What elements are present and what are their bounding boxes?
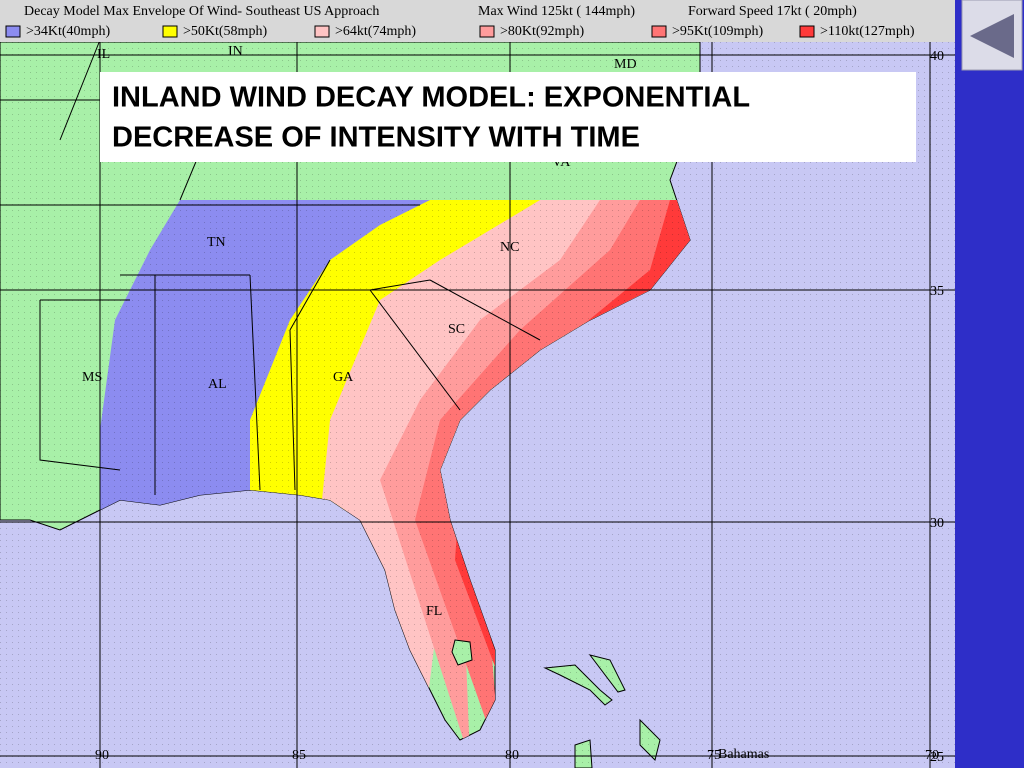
state-label: IN: [228, 44, 243, 59]
header-bar: [0, 0, 955, 42]
state-label: Bahamas: [718, 747, 769, 762]
legend-label: >34Kt(40mph): [26, 24, 110, 39]
latitude-label: 30: [930, 516, 944, 531]
state-label: AL: [208, 377, 227, 392]
header-max-wind: Max Wind 125kt ( 144mph): [478, 4, 635, 19]
overlay-line: DECREASE OF INTENSITY WITH TIME: [112, 122, 640, 154]
state-label: MD: [614, 57, 637, 72]
legend-swatch: [162, 25, 178, 38]
header-forward-speed: Forward Speed 17kt ( 20mph): [688, 4, 857, 19]
longitude-label: 80: [505, 748, 519, 763]
overlay-line: INLAND WIND DECAY MODEL: EXPONENTIAL: [112, 82, 750, 114]
legend-swatch: [5, 25, 21, 38]
longitude-label: 85: [292, 748, 306, 763]
state-label: SC: [448, 322, 465, 337]
overlay-box: [100, 72, 916, 162]
legend-label: >80Kt(92mph): [500, 24, 584, 39]
side-panel: [955, 0, 1024, 768]
state-label: FL: [426, 604, 442, 619]
state-label: MS: [82, 370, 102, 385]
longitude-label: 90: [95, 748, 109, 763]
legend-swatch: [314, 25, 330, 38]
back-arrow[interactable]: [970, 14, 1014, 58]
legend-label: >95Kt(109mph): [672, 24, 763, 39]
latitude-label: 35: [930, 284, 944, 299]
dot-texture: [0, 42, 955, 768]
legend: >34Kt(40mph) >50Kt(58mph) >64kt(74mph) >80K…: [5, 24, 915, 39]
latitude-label: 25: [930, 750, 944, 765]
state-label: TN: [207, 235, 226, 250]
state-label: IL: [97, 47, 110, 62]
state-label: NC: [500, 240, 519, 255]
legend-swatch: [651, 25, 667, 38]
back-button[interactable]: [961, 0, 1023, 71]
latitude-label: 40: [930, 49, 944, 64]
legend-label: >64kt(74mph): [335, 24, 416, 39]
legend-label: >50Kt(58mph): [183, 24, 267, 39]
legend-swatch: [479, 25, 495, 38]
legend-swatch: [799, 25, 815, 38]
header-title: Decay Model Max Envelope Of Wind- Southe…: [24, 4, 379, 19]
longitude-label: 70: [925, 748, 939, 763]
legend-label: >110kt(127mph): [820, 24, 915, 39]
state-label: GA: [333, 370, 354, 385]
longitude-label: 75: [707, 748, 721, 763]
